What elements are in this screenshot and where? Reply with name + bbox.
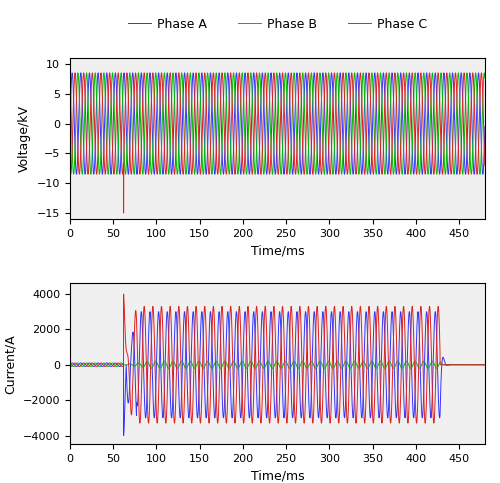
- Phase B: [82, 362, 87, 368]
- Phase B: [304, 171, 310, 177]
- Phase B: [384, 363, 390, 369]
- Phase B: [384, 135, 390, 141]
- Phase C: [120, 291, 126, 297]
- Phase A: [226, 349, 232, 355]
- Y-axis label: Voltage/kV: Voltage/kV: [18, 105, 32, 172]
- Phase B: [148, 365, 154, 371]
- Phase C: [120, 210, 126, 216]
- Phase A: [74, 171, 80, 177]
- Phase B: [82, 120, 87, 126]
- Phase A: [69, 70, 75, 76]
- Phase B: [262, 150, 268, 156]
- Line: Phase C: Phase C: [70, 294, 485, 423]
- Phase C: [226, 87, 232, 93]
- Line: Phase B: Phase B: [70, 361, 485, 368]
- Phase B: [309, 358, 315, 364]
- Phase C: [482, 362, 488, 368]
- Phase A: [384, 156, 390, 161]
- Phase B: [309, 74, 315, 80]
- Phase A: [262, 387, 268, 393]
- Phase B: [67, 360, 73, 366]
- Phase B: [162, 70, 168, 76]
- Phase A: [138, 309, 144, 314]
- Phase A: [309, 369, 315, 374]
- Phase A: [482, 362, 488, 368]
- Phase C: [82, 77, 87, 83]
- Phase C: [320, 137, 326, 143]
- Phase B: [262, 364, 268, 369]
- Phase B: [482, 75, 488, 81]
- Phase A: [320, 71, 326, 77]
- Phase A: [67, 121, 73, 127]
- Phase B: [320, 154, 326, 159]
- Phase C: [82, 360, 87, 366]
- Phase C: [137, 420, 143, 426]
- Phase A: [120, 432, 126, 438]
- Phase C: [262, 303, 268, 309]
- Phase C: [482, 163, 488, 169]
- Phase B: [226, 365, 232, 371]
- Y-axis label: Current/A: Current/A: [4, 334, 17, 394]
- Legend: Phase A, Phase B, Phase C: Phase A, Phase B, Phase C: [123, 13, 432, 36]
- Phase A: [262, 145, 268, 151]
- Phase C: [245, 70, 251, 76]
- Phase C: [309, 408, 315, 414]
- Phase A: [82, 168, 87, 173]
- Phase A: [482, 124, 488, 129]
- Line: Phase A: Phase A: [70, 312, 485, 435]
- Phase A: [384, 398, 390, 404]
- Phase B: [320, 364, 326, 370]
- Phase C: [226, 320, 232, 326]
- Phase B: [226, 170, 232, 176]
- Phase A: [82, 363, 87, 369]
- X-axis label: Time/ms: Time/ms: [250, 244, 304, 257]
- Line: Phase C: Phase C: [70, 73, 485, 213]
- Phase C: [309, 161, 315, 167]
- Phase C: [320, 381, 326, 387]
- Phase A: [320, 310, 326, 315]
- Phase A: [309, 127, 315, 133]
- Phase C: [384, 305, 390, 311]
- Phase C: [67, 165, 73, 170]
- Phase C: [67, 363, 73, 369]
- Phase B: [162, 358, 168, 364]
- Phase C: [262, 70, 268, 76]
- Phase B: [482, 362, 488, 368]
- X-axis label: Time/ms: Time/ms: [250, 469, 304, 483]
- Phase B: [67, 77, 73, 83]
- Phase A: [67, 362, 73, 368]
- Phase C: [384, 71, 390, 77]
- Line: Phase A: Phase A: [70, 73, 485, 174]
- Line: Phase B: Phase B: [70, 73, 485, 174]
- Phase A: [226, 108, 232, 114]
